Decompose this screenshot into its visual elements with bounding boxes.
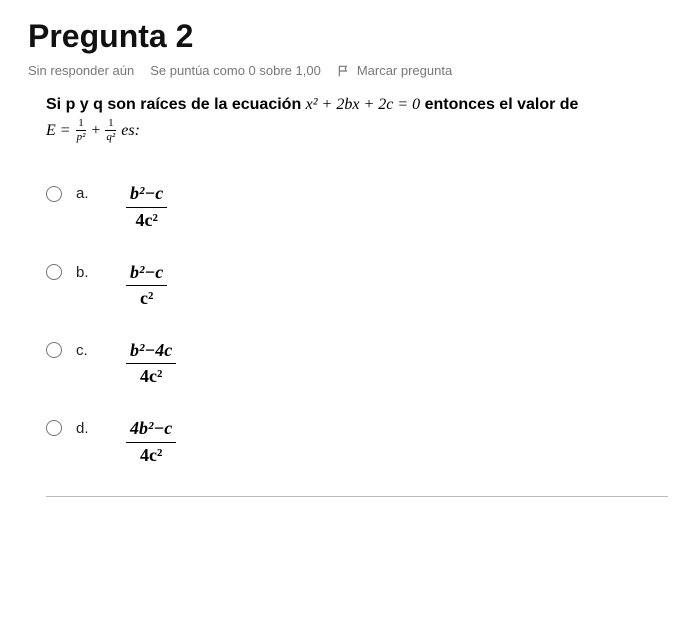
option-b-letter: b. — [76, 264, 89, 281]
flag-question-link[interactable]: Marcar pregunta — [337, 63, 452, 78]
q-prefix: Si p y q son raíces de la ecuación — [46, 96, 306, 113]
option-c-letter: c. — [76, 342, 88, 359]
option-c: c. b²−4c 4c² — [46, 340, 668, 388]
question-text: Si p y q son raíces de la ecuación x² + … — [28, 92, 668, 143]
q-mid: entonces el valor de — [420, 96, 578, 113]
option-a: a. b²−c 4c² — [46, 183, 668, 231]
option-d-radio[interactable] — [46, 420, 62, 436]
question-meta: Sin responder aún Se puntúa como 0 sobre… — [28, 63, 668, 78]
option-b: b. b²−c c² — [46, 262, 668, 310]
option-d-value: 4b²−c 4c² — [126, 418, 176, 466]
option-a-letter: a. — [76, 185, 89, 202]
flag-icon — [337, 64, 351, 78]
option-b-value: b²−c c² — [126, 262, 167, 310]
option-c-radio[interactable] — [46, 342, 62, 358]
option-a-radio[interactable] — [46, 186, 62, 202]
option-b-radio[interactable] — [46, 264, 62, 280]
option-d-letter: d. — [76, 420, 89, 437]
section-divider — [46, 496, 668, 497]
options-list: a. b²−c 4c² b. b²−c c² c. — [28, 183, 668, 466]
question-title: Pregunta 2 — [28, 18, 668, 55]
meta-unanswered: Sin responder aún — [28, 63, 134, 78]
flag-question-label: Marcar pregunta — [357, 63, 452, 78]
option-a-value: b²−c 4c² — [126, 183, 167, 231]
q-equation: x² + 2bx + 2c = 0 — [306, 96, 421, 113]
option-d: d. 4b²−c 4c² — [46, 418, 668, 466]
option-c-value: b²−4c 4c² — [126, 340, 176, 388]
q-expression-E: E = 1 p² + 1 q² es: — [46, 122, 140, 139]
meta-grade: Se puntúa como 0 sobre 1,00 — [150, 63, 321, 78]
question-page: Pregunta 2 Sin responder aún Se puntúa c… — [0, 0, 696, 515]
